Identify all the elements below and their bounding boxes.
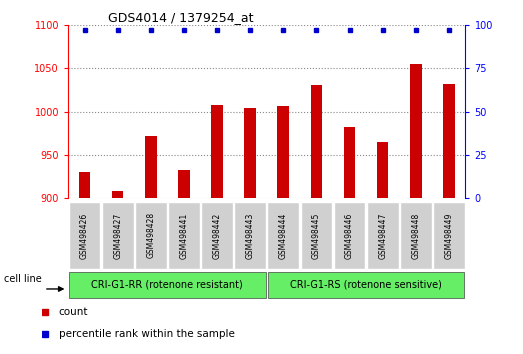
Bar	[135, 202, 167, 269]
Text: GSM498428: GSM498428	[146, 212, 155, 258]
Text: cell line: cell line	[4, 274, 41, 284]
Text: GSM498443: GSM498443	[246, 212, 255, 259]
Bar	[311, 85, 322, 198]
Text: count: count	[59, 307, 88, 318]
Text: GSM498446: GSM498446	[345, 212, 354, 259]
Bar	[267, 202, 299, 269]
Text: CRI-G1-RS (rotenone sensitive): CRI-G1-RS (rotenone sensitive)	[290, 280, 442, 290]
Bar	[69, 202, 100, 269]
Bar	[145, 136, 156, 198]
Bar	[102, 202, 133, 269]
Bar	[244, 108, 256, 198]
Text: GSM498427: GSM498427	[113, 212, 122, 258]
Bar	[178, 171, 190, 198]
Text: GSM498449: GSM498449	[445, 212, 453, 259]
Text: GSM498426: GSM498426	[80, 212, 89, 258]
Bar	[433, 202, 465, 269]
Text: GDS4014 / 1379254_at: GDS4014 / 1379254_at	[108, 11, 253, 24]
Bar	[211, 104, 223, 198]
Bar	[400, 202, 431, 269]
Bar	[112, 191, 123, 198]
Bar	[69, 272, 266, 298]
Bar	[367, 202, 399, 269]
Bar	[79, 172, 90, 198]
Bar	[301, 202, 332, 269]
Text: GSM498442: GSM498442	[212, 212, 222, 258]
Bar	[201, 202, 233, 269]
Bar	[168, 202, 200, 269]
Bar	[278, 106, 289, 198]
Text: GSM498441: GSM498441	[179, 212, 188, 258]
Bar	[334, 202, 366, 269]
Text: GSM498448: GSM498448	[411, 212, 420, 258]
Bar	[377, 142, 389, 198]
Text: GSM498445: GSM498445	[312, 212, 321, 259]
Text: GSM498444: GSM498444	[279, 212, 288, 259]
Text: CRI-G1-RR (rotenone resistant): CRI-G1-RR (rotenone resistant)	[92, 280, 243, 290]
Text: percentile rank within the sample: percentile rank within the sample	[59, 329, 235, 339]
Bar	[443, 84, 454, 198]
Bar	[268, 272, 464, 298]
Bar	[344, 127, 355, 198]
Bar	[234, 202, 266, 269]
Bar	[410, 64, 422, 198]
Text: GSM498447: GSM498447	[378, 212, 387, 259]
